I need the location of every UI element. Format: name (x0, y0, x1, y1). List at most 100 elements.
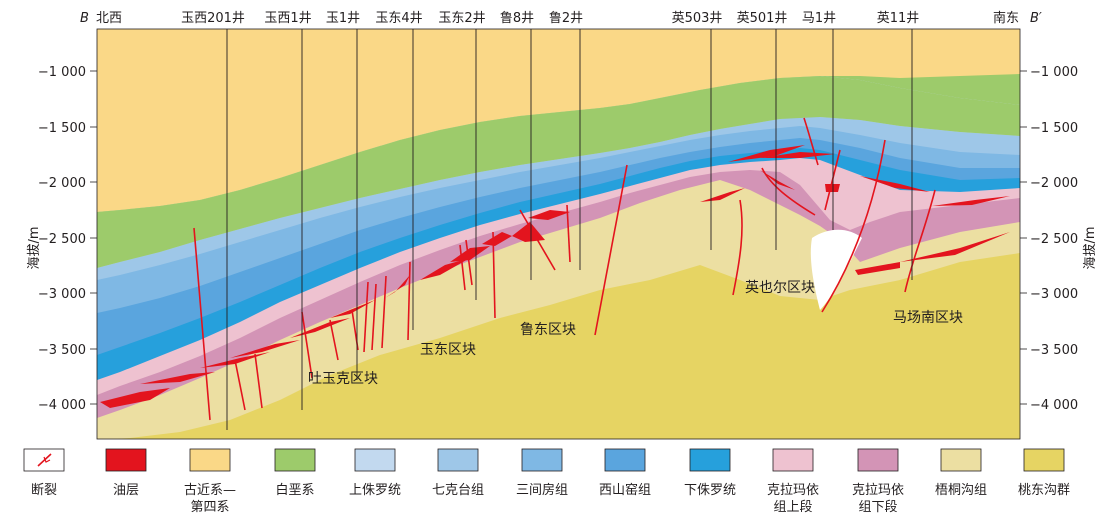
fault (234, 359, 246, 411)
tick-label: −3 000 (38, 287, 86, 302)
direction-left: 北西 (96, 11, 122, 26)
fault (761, 167, 816, 216)
oil-layer (728, 145, 805, 162)
oil-layer (855, 262, 900, 275)
section-header: B 北西 南东 B′ 玉西201井 玉西1井 玉1井 玉东4井 玉东2井 鲁8井 鲁2井 英5… (80, 10, 1042, 26)
legend-swatch (274, 448, 316, 472)
well-label: 玉东2井 (438, 11, 485, 26)
legend-label: 油层 (113, 483, 139, 498)
legend-item: 油层 (105, 448, 147, 498)
oil-layer (230, 340, 300, 358)
fault (329, 319, 339, 361)
tick-label: −2 000 (38, 176, 86, 191)
tick-label: −1 000 (1030, 65, 1078, 80)
block-label-yudong: 玉东区块 (420, 342, 476, 358)
well-label: 英503井 (672, 11, 723, 26)
fault (363, 281, 369, 353)
well-label: 玉东4井 (375, 11, 422, 26)
oil-layer (420, 258, 470, 280)
legend-item: 古近系—第四系 (184, 448, 236, 515)
legend-label: 白垩系 (275, 482, 314, 498)
fault (465, 239, 473, 286)
oil-layer (330, 300, 375, 318)
legend-swatch (521, 448, 563, 472)
oil-layer (760, 152, 835, 158)
legend-item: 桃东沟群 (1018, 448, 1070, 498)
fault (821, 139, 886, 313)
tick-label: −3 500 (1030, 343, 1078, 358)
well-lines (226, 29, 913, 430)
legend-item: 克拉玛依组上段 (767, 448, 819, 515)
legend-swatch (772, 448, 814, 472)
legend-label: 克拉玛依组上段 (767, 483, 819, 515)
legend-swatch (105, 448, 147, 472)
oil-layer (512, 222, 545, 242)
legend-swatch (940, 448, 982, 472)
well-label: 英501井 (737, 11, 788, 26)
legend-item: 三间房组 (516, 448, 568, 498)
tick-label: −3 000 (1030, 287, 1078, 302)
tick-label: −1 500 (38, 121, 86, 136)
fault (254, 353, 263, 409)
fault (732, 199, 743, 296)
legend-item: 西山窑组 (599, 448, 651, 498)
strata (97, 29, 1020, 439)
well-label: 玉西1井 (264, 11, 311, 26)
axis-label-right: 海拔/m (1083, 226, 1098, 269)
direction-right: 南东 (993, 10, 1019, 26)
fault (301, 311, 313, 379)
legend-item: 上侏罗统 (349, 448, 401, 498)
legend-item: 下侏罗统 (684, 448, 736, 498)
block-label-yingyeer: 英也尔区块 (745, 279, 815, 296)
tick-label: −2 000 (1030, 176, 1078, 191)
legend-label: 梧桐沟组 (935, 483, 987, 498)
fault (803, 117, 819, 166)
structural-gap (810, 229, 862, 310)
block-label-ludong: 鲁东区块 (520, 322, 576, 338)
legend-label: 上侏罗统 (349, 483, 401, 498)
fault (371, 283, 377, 351)
fault (904, 189, 936, 293)
tick-label: −1 000 (38, 65, 86, 80)
legend-label: 古近系—第四系 (184, 483, 236, 515)
well-label: 英11井 (877, 11, 920, 26)
tick-label: −4 000 (1030, 398, 1078, 413)
legend-label: 下侏罗统 (684, 483, 736, 498)
fault (381, 275, 387, 349)
legend-item: 克拉玛依组下段 (852, 448, 904, 515)
legend-label: 七克台组 (432, 483, 484, 498)
legend-swatch (437, 448, 479, 472)
axis-right: −1 000 −1 500 −2 000 −2 500 −3 000 −3 500 −4 0… (1020, 65, 1078, 413)
legend-swatch (689, 448, 731, 472)
well-label: 玉1井 (326, 11, 360, 26)
legend-item: 七克台组 (432, 448, 484, 498)
axis-left: −1 000 −1 500 −2 000 −2 500 −3 000 −3 500 −4 0… (38, 65, 97, 413)
well-label: 玉西201井 (181, 11, 245, 26)
oil-layer (482, 232, 512, 246)
tick-label: −4 000 (38, 398, 86, 413)
fault (566, 204, 571, 263)
oil-layer (825, 184, 840, 192)
legend-item: 断裂 (23, 448, 65, 498)
legend-item: 白垩系 (274, 448, 316, 498)
legend-item: 梧桐沟组 (935, 448, 987, 498)
fault (193, 227, 211, 421)
legend-label: 克拉玛依组下段 (852, 483, 904, 515)
fault (594, 164, 628, 336)
oil-layer (140, 372, 215, 384)
oil-layer (450, 246, 490, 262)
legend-label: 三间房组 (516, 482, 568, 498)
fault (492, 231, 496, 319)
fault (407, 261, 411, 341)
tick-label: −2 500 (1030, 232, 1078, 247)
plot-frame (96, 28, 1021, 440)
legend-swatch (189, 448, 231, 472)
legend-swatch (604, 448, 646, 472)
fault (519, 209, 556, 271)
legend-label: 桃东沟群 (1018, 483, 1070, 498)
block-label-machangnan: 马场南区块 (893, 310, 963, 326)
faults (193, 117, 936, 421)
legend-swatch (857, 448, 899, 472)
oil-layer (100, 388, 170, 408)
